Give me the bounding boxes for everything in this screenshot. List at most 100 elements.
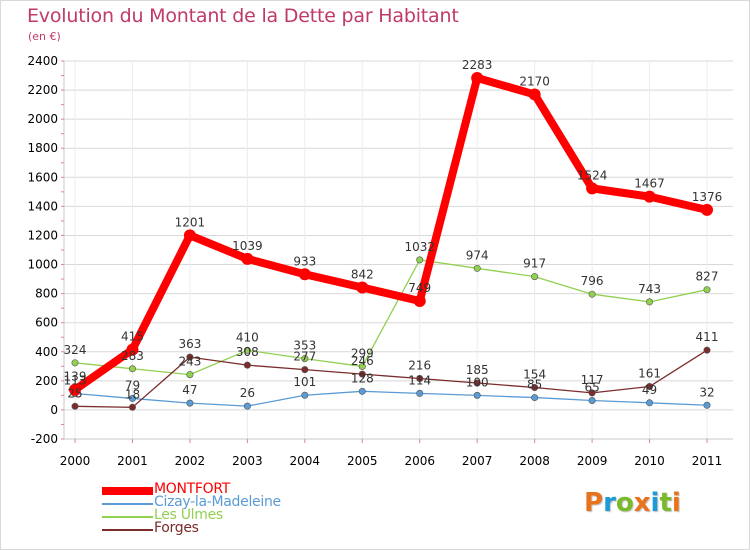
y-tick-label: 0 [50, 403, 58, 417]
data-point [588, 290, 596, 298]
data-point [531, 394, 539, 402]
data-point [186, 353, 194, 361]
x-tick-label: 2010 [634, 454, 665, 468]
data-label: 410 [236, 330, 259, 344]
data-label: 128 [351, 371, 374, 385]
data-point [128, 365, 136, 373]
series-line-cizay-la-madeleine [74, 390, 708, 407]
y-tick-label: 2400 [27, 54, 58, 68]
data-label: 411 [696, 330, 719, 344]
data-label: 415 [121, 330, 144, 344]
data-point [473, 379, 481, 387]
data-point [646, 298, 654, 306]
data-point [243, 346, 251, 354]
data-point [531, 384, 539, 392]
x-tick-label: 2011 [692, 454, 723, 468]
data-point [186, 399, 194, 407]
data-label: 933 [293, 254, 316, 268]
data-point [69, 383, 81, 396]
data-label: 299 [351, 346, 374, 360]
data-point [126, 343, 139, 356]
data-point [241, 252, 254, 265]
data-label: 842 [351, 268, 374, 282]
data-point [128, 403, 136, 411]
x-tick-label: 2006 [404, 454, 435, 468]
data-point [588, 396, 596, 404]
y-tick-label: 2200 [27, 83, 58, 97]
data-point [416, 389, 424, 397]
data-point [646, 383, 654, 391]
data-label: 65 [584, 380, 599, 394]
x-tick-label: 2004 [290, 454, 321, 468]
data-label: 246 [351, 354, 374, 368]
data-label: 363 [178, 337, 201, 351]
data-label: 796 [581, 274, 604, 288]
data-label: 1032 [404, 240, 435, 254]
legend-label: Cizay-la-Madeleine [154, 494, 281, 510]
data-point [416, 375, 424, 383]
data-point [358, 370, 366, 378]
y-tick-label: 1200 [27, 228, 58, 242]
data-label: 101 [293, 375, 316, 389]
data-label: 1467 [634, 177, 665, 191]
chart-subtitle: (en €) [28, 30, 61, 43]
data-label: 308 [236, 345, 259, 359]
legend-swatch [102, 503, 153, 505]
data-label: 749 [408, 281, 431, 295]
data-point [703, 346, 711, 354]
data-label: 277 [293, 350, 316, 364]
data-point [586, 182, 599, 195]
data-point [356, 281, 369, 294]
data-point [358, 387, 366, 395]
legend-label: Forges [154, 520, 199, 536]
data-label: 1039 [232, 239, 263, 253]
data-point [301, 355, 309, 363]
data-label: 283 [121, 349, 144, 363]
data-point [71, 359, 79, 367]
data-point [243, 361, 251, 369]
data-label: 243 [178, 355, 201, 369]
data-point [473, 391, 481, 399]
y-tick-label: 800 [35, 287, 58, 301]
data-point [358, 362, 366, 370]
data-label: 49 [642, 383, 657, 397]
x-tick-label: 2002 [175, 454, 206, 468]
data-label: 2170 [519, 74, 550, 88]
data-point [183, 229, 196, 242]
data-label: 917 [523, 257, 546, 271]
proxiti-logo: Proxiti [584, 488, 681, 518]
x-tick-label: 2001 [117, 454, 148, 468]
data-label: 85 [527, 378, 542, 392]
legend-swatch [102, 529, 153, 531]
series-line-montfort [71, 74, 711, 394]
data-point [701, 203, 713, 216]
data-point [128, 394, 136, 402]
y-tick-label: 1800 [27, 141, 58, 155]
x-tick-label: 2000 [60, 454, 91, 468]
data-label: 2283 [462, 58, 493, 72]
chart-title: Evolution du Montant de la Dette par Hab… [27, 5, 459, 27]
y-tick-label: 600 [35, 316, 58, 330]
data-label: 353 [293, 339, 316, 353]
data-point [646, 399, 654, 407]
data-label: 974 [466, 248, 489, 262]
legend-label: MONTFORT [154, 481, 231, 497]
y-tick-label: -200 [31, 432, 58, 446]
data-label: 1201 [175, 215, 206, 229]
data-label: 18 [125, 387, 140, 401]
x-tick-label: 2009 [577, 454, 608, 468]
data-point [471, 72, 484, 85]
y-tick-label: 400 [35, 345, 58, 359]
data-label: 743 [638, 282, 661, 296]
data-label: 114 [408, 373, 431, 387]
data-point [473, 264, 481, 272]
data-label: 1524 [577, 168, 608, 182]
data-point [416, 256, 424, 264]
data-label: 113 [64, 373, 87, 387]
data-label: 154 [523, 368, 546, 382]
data-point [301, 366, 309, 374]
data-point [186, 371, 194, 379]
data-point [71, 402, 79, 410]
y-tick-label: 1400 [27, 199, 58, 213]
data-point [643, 190, 656, 203]
